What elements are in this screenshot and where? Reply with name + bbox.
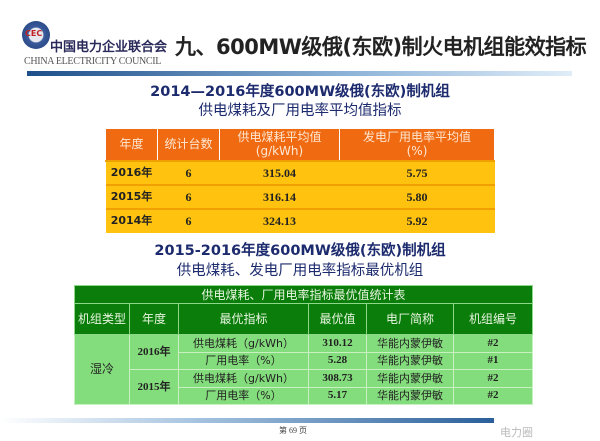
page-number: 第 69 页	[279, 426, 307, 435]
org-name-en: CHINA ELECTRICITY COUNCIL	[24, 56, 162, 67]
slide-title: 九、600MW级俄(东欧)制火电机组能效指标	[175, 35, 587, 59]
section1-title-line1: 2014—2016年度600MW级俄(东欧)制机组	[150, 84, 450, 100]
header-cell: 最优指标	[178, 303, 309, 335]
header-cell: 机组类型	[74, 303, 130, 335]
header-cell: 统计台数	[157, 128, 220, 161]
section1-title-line2: 供电煤耗及厂用电率平均值指标	[198, 103, 402, 119]
header-cell: 年度	[129, 303, 179, 335]
org-name-cn: 中国电力企业联合会	[50, 40, 168, 55]
watermark: 电力圈	[500, 426, 533, 439]
header-cell: 发电厂用电率平均值 (%)	[339, 128, 495, 161]
header-cell: 电厂简称	[366, 303, 454, 335]
cec-logo: CEC	[22, 21, 50, 49]
header-divider	[27, 71, 572, 76]
average-indicator-table: 年度 统计台数 供电煤耗平均值 (g/kWh) 发电厂用电率平均值 (%) 2016…	[105, 128, 495, 233]
table-caption: 供电煤耗、厂用电率指标最优值统计表	[74, 285, 533, 304]
header-cell: 年度	[105, 128, 158, 161]
table-row: 厂用电率（%） 5.17 华能内蒙伊敏 #2	[75, 386, 533, 405]
year-cell: 2015年	[129, 369, 179, 405]
best-unit-table: 供电煤耗、厂用电率指标最优值统计表 机组类型 年度 最优指标 最优值 电厂简称 …	[74, 285, 533, 405]
footer-divider	[0, 418, 494, 423]
table-row: 2015年 6 316.14 5.80	[105, 183, 495, 209]
header-cell: 最优值	[308, 303, 367, 335]
unit-type-cell: 湿冷	[74, 334, 130, 405]
section2-title-line1: 2015-2016年度600MW级俄(东欧)制机组	[154, 243, 446, 259]
table-row: 厂用电率（%） 5.28 华能内蒙伊敏 #1	[75, 351, 533, 370]
header-cell: 供电煤耗平均值 (g/kWh)	[219, 128, 340, 161]
header-cell: 机组编号	[453, 303, 533, 335]
year-cell: 2016年	[129, 334, 179, 370]
table-row: 2015年 供电煤耗（g/kWh） 308.73 华能内蒙伊敏 #2	[75, 369, 533, 405]
table-row: 湿冷 2016年 供电煤耗（g/kWh） 310.12 华能内蒙伊敏 #2	[74, 334, 533, 405]
table-row: 2014年 6 324.13 5.92	[105, 207, 495, 233]
logo-text: CEC	[25, 29, 43, 38]
section2-title-line2: 供电煤耗、发电厂用电率指标最优机组	[176, 263, 424, 279]
table-row: 2016年 6 315.04 5.75	[105, 159, 495, 185]
